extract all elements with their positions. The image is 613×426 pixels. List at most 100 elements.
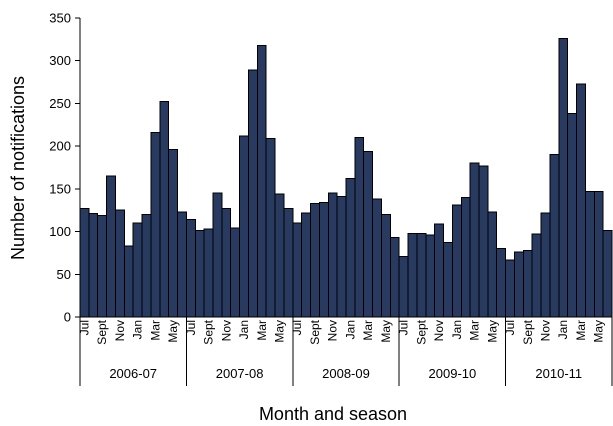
bar-3 <box>97 214 108 318</box>
x-tick-label-5: Nov <box>113 320 127 341</box>
bar-29 <box>327 192 338 318</box>
bar-11 <box>168 149 179 318</box>
bar-9 <box>150 131 161 318</box>
bar-23 <box>274 193 285 318</box>
bar-25 <box>292 222 303 318</box>
bar-15 <box>203 228 214 318</box>
x-tick-label-55: Jan <box>556 320 570 339</box>
y-tick-label-300: 300 <box>49 53 71 68</box>
x-tick-label-41: Nov <box>432 320 446 341</box>
y-tick-label-100: 100 <box>49 224 71 239</box>
bar-20 <box>247 69 258 318</box>
y-tick-label-350: 350 <box>49 11 71 26</box>
bar-53 <box>540 212 551 318</box>
x-tick-label-45: Mar <box>468 320 482 341</box>
season-label-2009-10: 2009-10 <box>429 366 477 381</box>
bar-42 <box>443 242 453 318</box>
bar-55 <box>558 38 569 318</box>
bar-38 <box>407 232 418 318</box>
bar-43 <box>451 204 462 318</box>
y-tick-label-200: 200 <box>49 139 71 154</box>
bar-41 <box>434 223 445 318</box>
bar-47 <box>487 211 498 318</box>
bar-56 <box>567 113 578 318</box>
x-tick-label-35: May <box>379 320 393 343</box>
bar-45 <box>469 162 480 318</box>
x-tick-label-1: Jul <box>77 320 91 335</box>
x-tick-label-39: Sept <box>414 319 428 344</box>
season-label-2008-09: 2008-09 <box>322 366 370 381</box>
x-tick-label-17: Nov <box>219 320 233 341</box>
bar-13 <box>185 219 196 318</box>
x-tick-label-37: Jul <box>397 320 411 335</box>
bar-60 <box>602 230 613 318</box>
x-tick-label-21: Mar <box>255 320 269 341</box>
bar-5 <box>114 209 125 318</box>
x-tick-label-51: Sept <box>521 319 535 344</box>
bars-layer <box>79 38 613 318</box>
bar-48 <box>496 248 507 318</box>
y-tick-label-150: 150 <box>49 181 71 196</box>
bar-12 <box>177 211 187 318</box>
x-tick-label-19: Jan <box>237 320 251 339</box>
bar-52 <box>531 233 542 318</box>
bar-44 <box>460 196 471 318</box>
bar-24 <box>283 208 294 318</box>
bar-8 <box>141 213 152 318</box>
bar-27 <box>310 202 320 318</box>
x-tick-label-13: Jul <box>184 320 198 335</box>
axes-layer <box>75 17 613 386</box>
bar-19 <box>239 135 249 318</box>
bar-34 <box>372 198 382 318</box>
bar-37 <box>398 255 409 318</box>
bar-36 <box>389 237 400 318</box>
x-tick-label-27: Sept <box>308 319 322 344</box>
x-tick-label-23: May <box>273 320 287 343</box>
bar-54 <box>549 154 560 318</box>
x-tick-label-43: Jan <box>450 320 464 339</box>
bar-59 <box>593 190 604 318</box>
bar-10 <box>159 101 170 318</box>
bar-16 <box>212 192 223 318</box>
bar-28 <box>318 202 329 318</box>
x-tick-label-57: Mar <box>574 320 588 341</box>
bar-1 <box>79 208 90 318</box>
bar-26 <box>301 212 312 318</box>
y-tick-label-0: 0 <box>64 310 71 325</box>
x-tick-label-29: Nov <box>326 320 340 341</box>
x-tick-label-31: Jan <box>343 320 357 339</box>
bar-31 <box>345 178 356 318</box>
bar-46 <box>478 165 489 318</box>
bar-7 <box>132 222 143 318</box>
bar-14 <box>194 230 205 318</box>
x-tick-label-49: Jul <box>503 320 517 335</box>
bar-17 <box>221 208 232 318</box>
x-tick-label-7: Jan <box>131 320 145 339</box>
bar-51 <box>522 249 533 318</box>
x-tick-label-33: Mar <box>361 320 375 341</box>
bar-49 <box>505 259 515 318</box>
x-tick-label-25: Jul <box>290 320 304 335</box>
y-axis-title: Number of notifications <box>8 76 28 260</box>
bar-4 <box>106 175 116 318</box>
x-tick-label-53: Nov <box>539 320 553 341</box>
bar-50 <box>513 251 524 318</box>
bar-2 <box>88 213 99 318</box>
bar-21 <box>256 44 267 318</box>
bar-30 <box>336 196 347 318</box>
season-label-2010-11: 2010-11 <box>535 366 582 381</box>
bar-6 <box>123 245 134 318</box>
bar-18 <box>230 227 241 318</box>
x-axis-title: Month and season <box>259 404 407 424</box>
season-label-2007-08: 2007-08 <box>216 366 264 381</box>
season-label-2006-07: 2006-07 <box>109 366 157 381</box>
y-tick-label-50: 50 <box>57 267 71 282</box>
x-tick-label-3: Sept <box>95 319 109 344</box>
y-tick-label-250: 250 <box>49 96 71 111</box>
bar-33 <box>363 150 374 318</box>
x-tick-label-11: May <box>166 320 180 343</box>
bar-35 <box>380 213 391 318</box>
